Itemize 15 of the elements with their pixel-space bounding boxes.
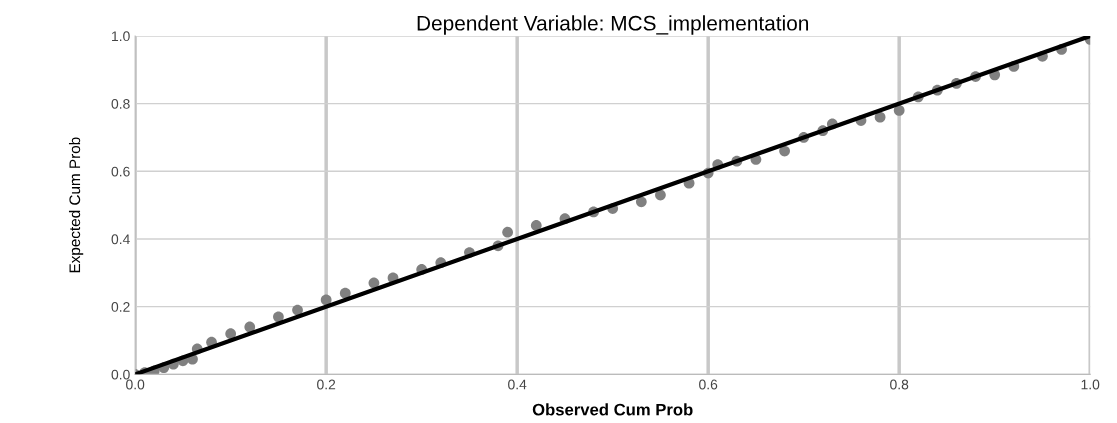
y-tick-label: 0.6: [111, 166, 130, 177]
y-tick-label: 1.0: [112, 31, 130, 42]
x-axis-title: Observed Cum Prob: [532, 403, 693, 416]
x-tick-label: 0.6: [699, 379, 718, 390]
y-tick-label: 0.0: [111, 369, 130, 380]
x-tick-label: 1.0: [1081, 379, 1100, 390]
x-tick-label: 0.2: [317, 379, 336, 390]
y-axis-title: Expected Cum Prob: [68, 137, 84, 273]
x-tick-label: 0.8: [890, 379, 909, 390]
y-tick-label: 0.8: [111, 98, 130, 109]
x-tick-label: 0.4: [508, 379, 527, 390]
chart-title: Dependent Variable: MCS_implementation: [417, 15, 809, 35]
y-tick-label: 0.4: [111, 234, 130, 245]
y-tick-label: 0.2: [111, 302, 130, 312]
x-tick-label: 0.0: [126, 379, 145, 390]
